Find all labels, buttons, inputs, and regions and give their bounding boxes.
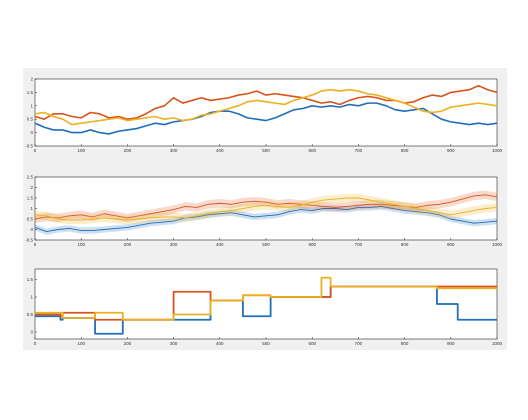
- y-tick-label: 0.5: [27, 312, 34, 317]
- y-tick-label: 1: [30, 295, 33, 300]
- x-tick-label: 700: [355, 148, 363, 153]
- x-tick-label: 700: [355, 242, 363, 247]
- y-tick-label: 0.5: [27, 217, 34, 222]
- x-tick-label: 200: [124, 341, 132, 346]
- x-tick-label: 300: [170, 148, 178, 153]
- y-tick-label: 2.5: [27, 175, 34, 180]
- x-tick-label: 1000: [492, 242, 503, 247]
- y-tick-label: 0: [30, 130, 33, 135]
- y-tick-label: -0.5: [25, 238, 33, 243]
- x-tick-label: 0: [34, 242, 37, 247]
- x-tick-label: 100: [77, 242, 85, 247]
- figure-canvas: 0 100 200 300 400 500 600 700 800 900 1000-0.500.5…: [25, 77, 503, 347]
- axes-2: 0 100 200 300 400 500 600 700 800 900 1000-0.500.5…: [25, 175, 502, 248]
- x-tick-label: 1000: [492, 341, 503, 346]
- axes-1: 0 100 200 300 400 500 600 700 800 900 1000-0.500.5…: [25, 77, 502, 154]
- axes-1-frame: [34, 78, 498, 147]
- y-tick-label: 0: [30, 227, 33, 232]
- y-tick-label: 1: [30, 103, 33, 108]
- series-2-line: [34, 84, 498, 121]
- x-tick-label: 300: [170, 341, 178, 346]
- axes-3-frame: [34, 268, 498, 340]
- x-tick-label: 800: [401, 148, 409, 153]
- x-tick-label: 300: [170, 242, 178, 247]
- x-tick-label: 400: [216, 341, 224, 346]
- x-tick-label: 600: [308, 242, 316, 247]
- x-tick-label: 100: [77, 148, 85, 153]
- x-tick-label: 900: [447, 242, 455, 247]
- x-tick-label: 400: [216, 148, 224, 153]
- series-1-band: [35, 203, 497, 235]
- series-3-band: [35, 193, 497, 225]
- y-tick-label: 1: [30, 206, 33, 211]
- x-tick-label: 500: [262, 148, 270, 153]
- series-2-line: [34, 194, 498, 220]
- figure-window: 0 100 200 300 400 500 600 700 800 900 1000 -0.5 0 0.5…: [23, 68, 507, 350]
- series-3-line: [34, 88, 498, 126]
- series-3-line: [34, 197, 498, 221]
- y-tick-label: 2: [30, 77, 33, 82]
- x-tick-label: 500: [262, 341, 270, 346]
- x-tick-label: 800: [401, 341, 409, 346]
- y-tick-label: 0: [30, 330, 33, 335]
- y-tick-label: 1.5: [27, 90, 34, 95]
- x-tick-label: 700: [355, 341, 363, 346]
- x-tick-label: 0: [34, 148, 37, 153]
- x-tick-label: 200: [124, 148, 132, 153]
- y-tick-label: 2: [30, 185, 33, 190]
- x-tick-label: 0: [34, 341, 37, 346]
- x-tick-label: 400: [216, 242, 224, 247]
- x-tick-label: 900: [447, 341, 455, 346]
- x-tick-label: 500: [262, 242, 270, 247]
- x-tick-label: 1000: [492, 148, 503, 153]
- series-3-line: [35, 276, 497, 321]
- x-tick-label: 200: [124, 242, 132, 247]
- x-tick-label: 800: [401, 242, 409, 247]
- series-2-band: [35, 190, 497, 224]
- y-tick-label: 1.5: [27, 277, 34, 282]
- y-tick-label: -0.5: [25, 144, 33, 149]
- y-tick-label: 1.5: [27, 196, 34, 201]
- x-tick-label: 600: [308, 341, 316, 346]
- series-1-line: [34, 102, 498, 135]
- axes-2-frame: [34, 176, 498, 241]
- x-tick-label: 100: [77, 341, 85, 346]
- x-tick-label: 600: [308, 148, 316, 153]
- axes-3: 0 100 200 300 400 500 600 700 800 900 1000 0 0.5 1 1.5: [27, 268, 503, 346]
- y-tick-label: 0.5: [27, 117, 34, 122]
- x-tick-label: 900: [447, 148, 455, 153]
- series-1-line: [34, 205, 498, 233]
